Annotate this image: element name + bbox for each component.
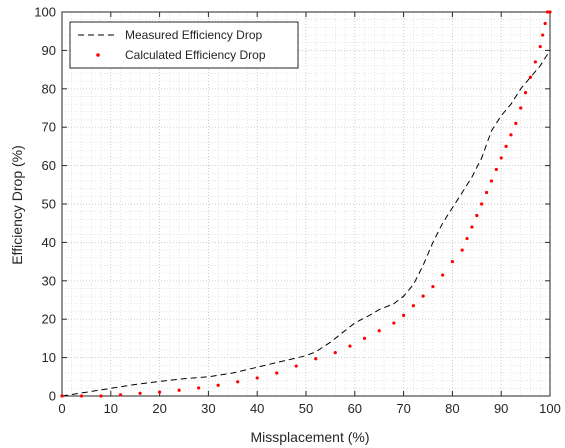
data-point-calculated <box>465 236 469 241</box>
data-point-calculated <box>538 44 542 49</box>
data-point-calculated <box>177 388 181 392</box>
series-line-measured <box>61 50 551 397</box>
data-point-calculated <box>499 156 503 160</box>
x-tick-label: 20 <box>152 401 166 416</box>
x-tick-label: 10 <box>104 401 118 416</box>
data-point-calculated <box>524 91 528 95</box>
y-tick-label: 100 <box>34 5 56 20</box>
data-point-calculated <box>348 344 352 348</box>
data-point-calculated <box>545 10 550 14</box>
x-tick-label: 40 <box>250 401 264 416</box>
y-tick-label: 70 <box>42 120 56 135</box>
data-point-calculated <box>255 376 259 380</box>
data-point-calculated <box>411 304 415 308</box>
data-point-calculated <box>514 121 518 125</box>
data-point-calculated <box>158 390 162 394</box>
data-point-calculated <box>504 144 508 148</box>
data-point-calculated <box>294 364 298 368</box>
legend-swatch-calculated <box>96 53 100 57</box>
data-point-calculated <box>421 294 425 298</box>
y-tick-label: 80 <box>42 81 56 96</box>
x-tick-label: 0 <box>58 401 65 416</box>
data-point-calculated <box>543 21 547 26</box>
x-tick-label: 90 <box>494 401 508 416</box>
data-point-calculated <box>548 10 552 14</box>
data-point-calculated <box>509 133 513 137</box>
data-point-calculated <box>402 313 406 317</box>
data-point-calculated <box>494 167 498 172</box>
data-point-calculated <box>450 260 454 264</box>
y-tick-label: 40 <box>42 235 56 250</box>
data-point-calculated <box>216 383 220 387</box>
data-point-calculated <box>60 394 64 398</box>
data-point-calculated <box>541 33 545 37</box>
data-point-calculated <box>431 284 435 289</box>
x-tick-label: 60 <box>348 401 362 416</box>
data-point-calculated <box>489 179 494 183</box>
data-point-calculated <box>314 357 318 361</box>
y-tick-label: 20 <box>42 312 56 327</box>
x-tick-label: 100 <box>539 401 561 416</box>
y-tick-label: 10 <box>42 350 56 365</box>
data-point-calculated <box>99 394 103 398</box>
y-tick-label: 90 <box>42 43 56 58</box>
x-tick-label: 50 <box>299 401 313 416</box>
data-point-calculated <box>362 336 367 340</box>
legend-box <box>69 21 299 69</box>
data-point-calculated <box>236 380 240 384</box>
y-tick-label: 50 <box>42 197 56 212</box>
plot-area: 0 10 20 30 40 50 60 70 80 90 100 0 10 20 30 40 50 60 70 80 9… <box>34 5 561 417</box>
data-point-calculated <box>484 190 489 195</box>
data-point-calculated <box>275 371 279 375</box>
legend-label: Calculated Efficiency Drop <box>125 48 266 62</box>
data-point-calculated <box>475 213 479 218</box>
data-point-calculated <box>197 386 201 390</box>
data-point-calculated <box>377 329 381 333</box>
data-point-calculated <box>138 391 142 395</box>
legend: Measured Efficiency Drop Calculated Effic… <box>69 21 299 69</box>
data-point-calculated <box>118 393 123 397</box>
data-point-calculated <box>528 75 533 79</box>
data-point-calculated <box>519 106 523 110</box>
x-axis-label: Missplacement (%) <box>250 429 369 445</box>
y-axis-label: Efficiency Drop (%) <box>9 145 25 265</box>
legend-label: Measured Efficiency Drop <box>125 28 263 42</box>
data-point-calculated <box>470 225 474 229</box>
data-point-calculated <box>333 351 337 355</box>
y-tick-label: 30 <box>42 273 56 288</box>
data-point-calculated <box>533 60 537 64</box>
data-point-calculated <box>480 202 484 206</box>
x-tick-label: 80 <box>445 401 459 416</box>
x-tick-label: 30 <box>201 401 215 416</box>
y-tick-label: 0 <box>49 389 56 404</box>
data-point-calculated <box>441 273 445 277</box>
x-tick-label: 70 <box>396 401 410 416</box>
data-point-calculated <box>79 394 84 398</box>
data-point-calculated <box>460 248 464 252</box>
data-point-calculated <box>392 321 396 325</box>
y-tick-label: 60 <box>42 158 56 173</box>
